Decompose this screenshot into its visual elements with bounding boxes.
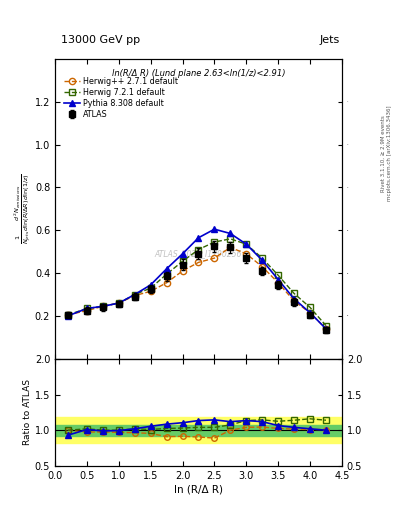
Y-axis label: $\frac{1}{N_{jets}}\frac{d^2 N_{emissions}}{d\ln(R/\Delta R)\,d\ln(1/z)}$: $\frac{1}{N_{jets}}\frac{d^2 N_{emission…: [13, 174, 33, 244]
Herwig 7.2.1 default: [84, 305, 89, 311]
Text: Rivet 3.1.10, ≥ 2.9M events: Rivet 3.1.10, ≥ 2.9M events: [381, 115, 386, 192]
Herwig 7.2.1 default: [148, 285, 153, 291]
Herwig 7.2.1 default: [228, 236, 233, 242]
Herwig++ 2.7.1 default: [148, 288, 153, 294]
Herwig 7.2.1 default: [212, 239, 217, 245]
Pythia 8.308 default: [308, 310, 312, 316]
Herwig++ 2.7.1 default: [292, 298, 296, 304]
Text: mcplots.cern.ch [arXiv:1306.3436]: mcplots.cern.ch [arXiv:1306.3436]: [387, 106, 391, 201]
Herwig 7.2.1 default: [260, 255, 264, 261]
Herwig++ 2.7.1 default: [308, 310, 312, 316]
Pythia 8.308 default: [260, 257, 264, 263]
Herwig++ 2.7.1 default: [65, 312, 70, 318]
Herwig++ 2.7.1 default: [180, 268, 185, 274]
Herwig 7.2.1 default: [132, 291, 137, 297]
Pythia 8.308 default: [212, 226, 217, 232]
Pythia 8.308 default: [323, 326, 328, 332]
Herwig 7.2.1 default: [276, 272, 281, 279]
Herwig 7.2.1 default: [323, 323, 328, 329]
Herwig 7.2.1 default: [164, 271, 169, 278]
Pythia 8.308 default: [180, 251, 185, 257]
Herwig++ 2.7.1 default: [323, 326, 328, 332]
Pythia 8.308 default: [84, 305, 89, 311]
Y-axis label: Ratio to ATLAS: Ratio to ATLAS: [23, 379, 32, 445]
Pythia 8.308 default: [164, 266, 169, 272]
Herwig++ 2.7.1 default: [212, 255, 217, 261]
Herwig 7.2.1 default: [65, 312, 70, 318]
Pythia 8.308 default: [196, 234, 201, 241]
Text: ATLAS_2020_I1790256: ATLAS_2020_I1790256: [155, 249, 242, 259]
Herwig++ 2.7.1 default: [101, 303, 105, 309]
Text: Jets: Jets: [320, 35, 340, 45]
Text: ln(R/Δ R) (Lund plane 2.63<ln(1/z)<2.91): ln(R/Δ R) (Lund plane 2.63<ln(1/z)<2.91): [112, 70, 285, 78]
Line: Pythia 8.308 default: Pythia 8.308 default: [64, 226, 329, 332]
Pythia 8.308 default: [276, 276, 281, 283]
Line: Herwig 7.2.1 default: Herwig 7.2.1 default: [64, 236, 329, 329]
Pythia 8.308 default: [228, 230, 233, 237]
Herwig 7.2.1 default: [292, 290, 296, 296]
Pythia 8.308 default: [132, 291, 137, 297]
Herwig++ 2.7.1 default: [84, 308, 89, 314]
Herwig 7.2.1 default: [244, 241, 249, 247]
Herwig++ 2.7.1 default: [228, 244, 233, 250]
Herwig 7.2.1 default: [196, 246, 201, 252]
Text: 13000 GeV pp: 13000 GeV pp: [61, 35, 140, 45]
Herwig++ 2.7.1 default: [260, 264, 264, 270]
Herwig++ 2.7.1 default: [132, 292, 137, 298]
Pythia 8.308 default: [65, 313, 70, 319]
Herwig++ 2.7.1 default: [116, 300, 121, 306]
Herwig 7.2.1 default: [180, 258, 185, 264]
Pythia 8.308 default: [101, 303, 105, 309]
Herwig 7.2.1 default: [308, 304, 312, 310]
X-axis label: ln (R/Δ R): ln (R/Δ R): [174, 485, 223, 495]
Herwig++ 2.7.1 default: [164, 280, 169, 286]
Herwig 7.2.1 default: [101, 303, 105, 309]
Legend: Herwig++ 2.7.1 default, Herwig 7.2.1 default, Pythia 8.308 default, ATLAS: Herwig++ 2.7.1 default, Herwig 7.2.1 def…: [62, 75, 180, 120]
Herwig 7.2.1 default: [116, 300, 121, 306]
Pythia 8.308 default: [244, 241, 249, 247]
Herwig++ 2.7.1 default: [244, 251, 249, 257]
Pythia 8.308 default: [148, 282, 153, 288]
Line: Herwig++ 2.7.1 default: Herwig++ 2.7.1 default: [64, 244, 329, 332]
Herwig++ 2.7.1 default: [276, 280, 281, 286]
Herwig++ 2.7.1 default: [196, 259, 201, 265]
Pythia 8.308 default: [116, 300, 121, 306]
Pythia 8.308 default: [292, 296, 296, 302]
